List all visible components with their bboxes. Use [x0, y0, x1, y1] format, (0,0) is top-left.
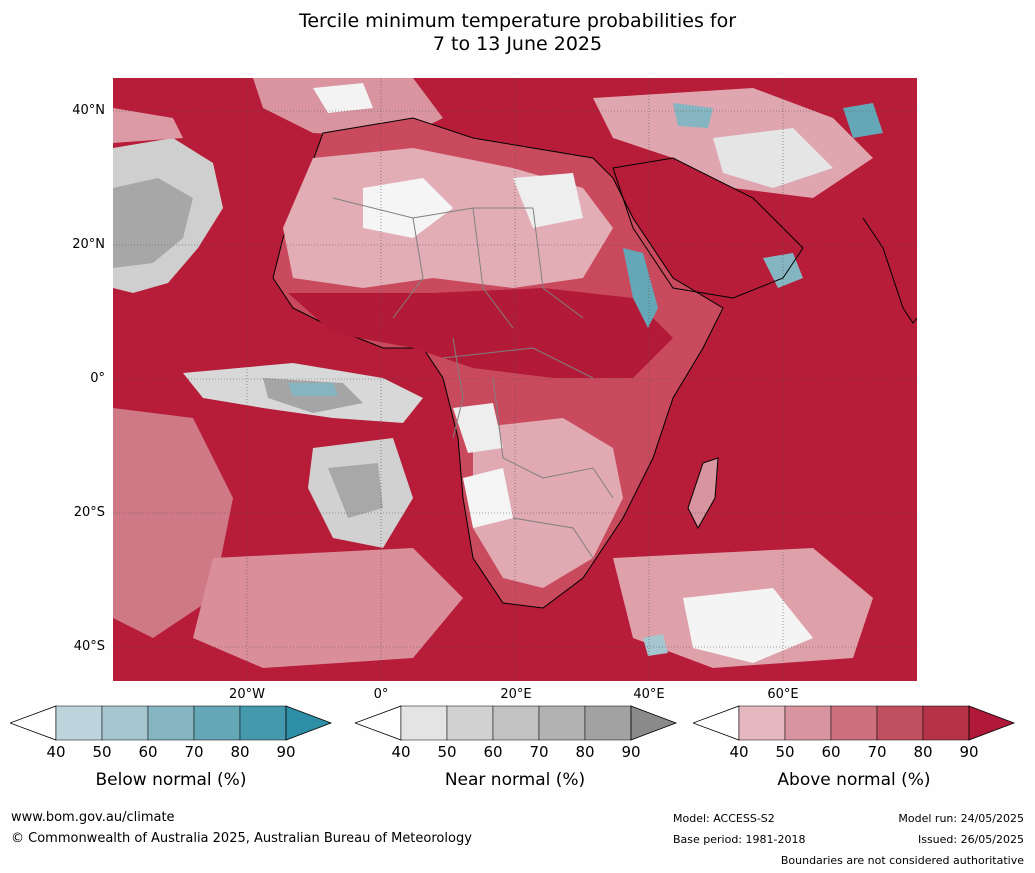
colorbar-near-normal: 40 50 60 70 80 90 Near normal (%) — [355, 703, 680, 790]
lat-label-20n: 20°N — [72, 237, 105, 252]
sahel-strong-band — [288, 288, 673, 378]
lon-label-60e: 60°E — [767, 687, 799, 702]
above-tick-90: 90 — [959, 743, 979, 761]
title-line-2: 7 to 13 June 2025 — [432, 33, 603, 55]
below-tick-90: 90 — [276, 743, 296, 761]
colorbar-above-normal: 40 50 60 70 80 90 Above normal (%) — [693, 703, 1018, 790]
equatorial-atlantic-blue — [288, 383, 338, 396]
lat-label-equator: 0° — [90, 371, 105, 386]
india-coast — [862, 217, 917, 324]
copyright-text: © Commonwealth of Australia 2025, Austra… — [11, 831, 472, 846]
near-tick-70: 70 — [529, 743, 549, 761]
middle-east-grey — [713, 128, 833, 188]
middle-east-blue-patch — [673, 103, 713, 128]
graticule — [113, 78, 917, 681]
base-period-text: Base period: 1981-2018 — [673, 833, 806, 846]
above-tick-60: 60 — [821, 743, 841, 761]
above-tick-40: 40 — [729, 743, 749, 761]
title-line-1: Tercile minimum temperature probabilitie… — [298, 10, 737, 32]
lat-label-20s: 20°S — [73, 505, 105, 520]
below-tick-70: 70 — [184, 743, 204, 761]
near-tick-60: 60 — [483, 743, 503, 761]
colorbar-below-normal: 40 50 60 70 80 90 Below normal (%) — [10, 703, 335, 790]
sahara-white-patch — [363, 178, 453, 238]
issued-text: Issued: 26/05/2025 — [917, 833, 1024, 846]
below-tick-60: 60 — [138, 743, 158, 761]
above-tick-50: 50 — [775, 743, 795, 761]
southwest-light — [193, 548, 463, 668]
colorbar-below-normal-swatches — [10, 705, 333, 741]
model-run-text: Model run: 24/05/2025 — [898, 812, 1024, 825]
below-tick-50: 50 — [92, 743, 112, 761]
map-title: Tercile minimum temperature probabilitie… — [0, 10, 1035, 56]
lon-label-20e: 20°E — [500, 687, 532, 702]
near-tick-50: 50 — [437, 743, 457, 761]
colorbar-near-normal-swatches — [355, 705, 678, 741]
below-tick-40: 40 — [46, 743, 66, 761]
probability-map — [113, 78, 917, 681]
lon-label-40e: 40°E — [633, 687, 665, 702]
egypt-white-patch — [513, 173, 583, 228]
lat-label-40n: 40°N — [72, 103, 105, 118]
arabian-peninsula — [612, 157, 804, 299]
central-africa-white — [453, 403, 503, 453]
lon-label-20w: 20°W — [229, 687, 265, 702]
iran-below-normal — [843, 103, 883, 138]
madagascar — [687, 457, 719, 530]
near-tick-90: 90 — [621, 743, 641, 761]
colorbar-above-normal-swatches — [693, 705, 1016, 741]
southern-africa-light — [473, 418, 623, 588]
near-normal-title: Near normal (%) — [444, 770, 586, 790]
below-normal-title: Below normal (%) — [95, 770, 247, 790]
lat-label-40s: 40°S — [73, 639, 105, 654]
south-atlantic-dark-grey — [328, 463, 383, 518]
light-atlantic-band — [113, 108, 183, 143]
red-sea-below-normal — [623, 248, 658, 328]
model-text: Model: ACCESS-S2 — [673, 812, 775, 825]
below-tick-80: 80 — [230, 743, 250, 761]
above-tick-70: 70 — [867, 743, 887, 761]
south-atlantic-light-red — [113, 408, 233, 638]
near-tick-80: 80 — [575, 743, 595, 761]
country-borders — [332, 197, 614, 559]
near-tick-40: 40 — [391, 743, 411, 761]
lon-label-0: 0° — [373, 687, 389, 702]
map-canvas — [113, 78, 917, 681]
above-normal-title: Above normal (%) — [777, 770, 931, 790]
europe-white-patch — [313, 83, 373, 113]
website-link[interactable]: www.bom.gov.au/climate — [11, 810, 175, 825]
near-normal-atlantic-core — [113, 178, 193, 268]
southern-ocean-white — [683, 588, 813, 663]
disclaimer-text: Boundaries are not considered authoritat… — [780, 854, 1024, 867]
above-tick-80: 80 — [913, 743, 933, 761]
